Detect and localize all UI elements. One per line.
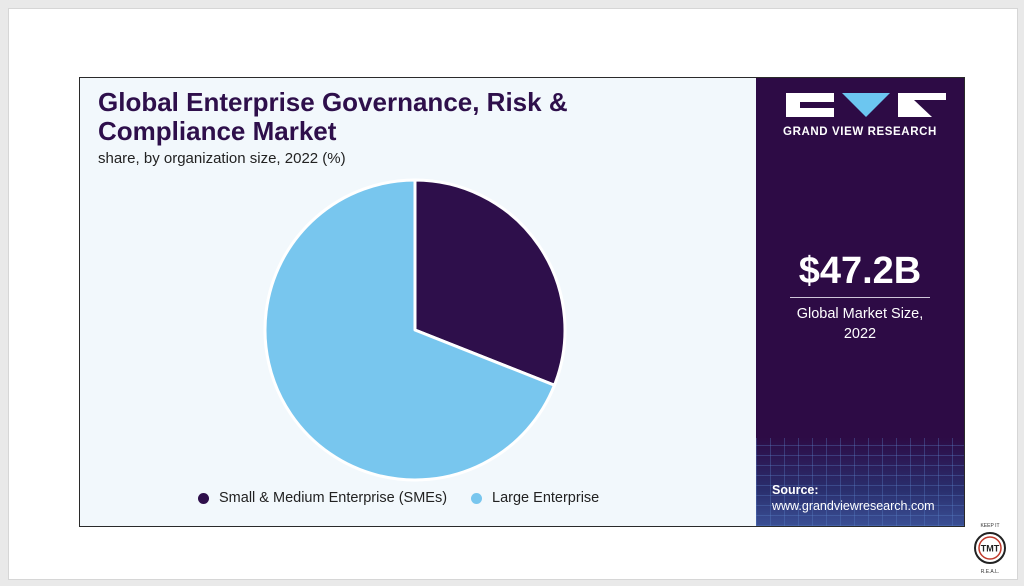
chart-title: Global Enterprise Governance, Risk & Com… [98,88,698,146]
legend-item-large-enterprise: Large Enterprise [471,490,599,506]
badge-center-text: TMT [981,544,1000,554]
legend-item-smes: Small & Medium Enterprise (SMEs) [198,490,447,506]
legend-swatch-smes [198,492,209,504]
badge-top-text: KEEP IT [980,523,999,529]
market-size-label: Global Market Size, 2022 [756,304,964,344]
market-size-label-line-1: Global Market Size, [796,306,924,322]
infographic-card: Global Enterprise Governance, Risk & Com… [79,77,965,527]
chart-panel: Global Enterprise Governance, Risk & Com… [80,78,756,526]
badge-bottom-text: R.E.A.L. [981,569,1000,575]
brand-name: GRAND VIEW RESEARCH [783,126,937,138]
tmt-badge-logo: KEEP IT TMT R.E.A.L. [974,523,1006,575]
value-divider [790,297,930,298]
source-url: www.grandviewresearch.com [772,499,935,513]
chart-title-line-2: Compliance Market [98,116,337,146]
pie-slice-large-enterprise [263,178,556,482]
info-sidebar: GRAND VIEW RESEARCH $47.2B Global Market… [756,78,964,526]
legend-label-smes: Small & Medium Enterprise (SMEs) [219,490,448,506]
pie-slice-smes [413,178,567,387]
legend-label-large-enterprise: Large Enterprise [492,490,600,506]
source: Source: www.grandviewresearch.com [772,482,935,514]
grid-decoration [756,438,964,526]
page-background: Global Enterprise Governance, Risk & Com… [8,8,1018,580]
pie-chart [263,178,567,482]
grand-view-research-logo [786,93,946,117]
chart-title-line-1: Global Enterprise Governance, Risk & [98,87,568,117]
chart-subtitle: share, by organization size, 2022 (%) [98,150,346,167]
market-size-value: $47.2B [798,250,922,292]
source-title: Source: [772,483,819,497]
legend: Small & Medium Enterprise (SMEs) Large E… [198,490,738,506]
legend-swatch-large-enterprise [471,492,483,504]
market-size-label-line-2: 2022 [843,326,877,342]
